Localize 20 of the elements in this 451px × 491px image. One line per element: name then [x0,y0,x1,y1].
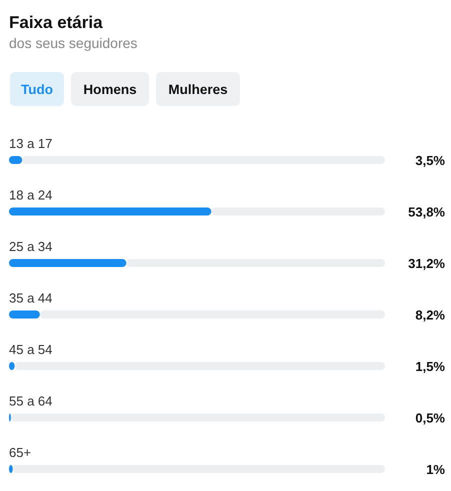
data-label: 31,2% [408,256,446,271]
y-tick-label: 55 a 64 [9,394,52,408]
data-label: 1% [426,462,446,477]
chart-subtitle: dos seus seguidores [9,35,138,51]
text: Mulheres [168,82,228,97]
text: Tudo [21,82,53,97]
y-tick-label: 18 a 24 [9,188,52,202]
text: Homens [83,82,137,97]
y-tick-label: 45 a 54 [9,342,52,357]
y-tick-label: 25 a 34 [9,239,52,254]
y-tick-label: 65+ [9,445,32,460]
y-tick-label: 35 a 44 [9,290,52,306]
data-label: 53,8% [408,204,446,220]
data-label: 0,5% [415,410,446,426]
data-label: 1,5% [415,359,446,374]
y-tick-label: 13 a 17 [9,136,52,151]
data-label: 3,5% [415,153,446,168]
bar [9,310,40,318]
chart-title: Faixa etária [9,13,104,32]
data-label: 8,2% [415,308,446,322]
